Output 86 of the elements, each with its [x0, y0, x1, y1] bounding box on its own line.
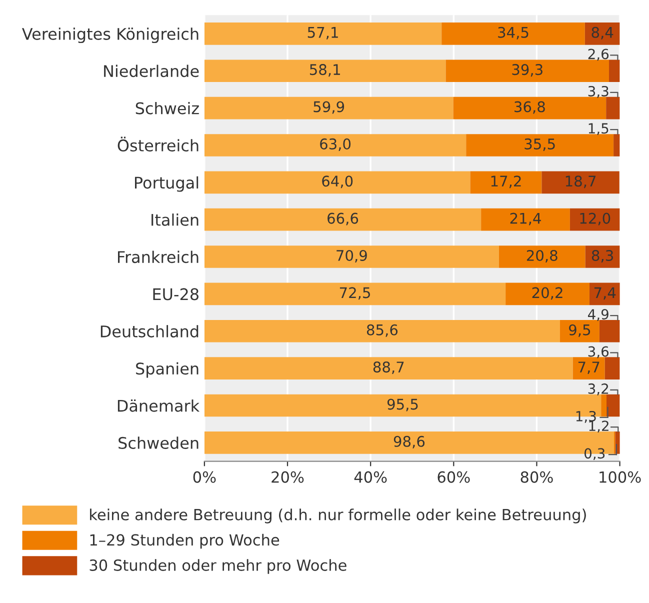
- data-label: 98,6: [394, 436, 425, 448]
- bar: [498, 246, 586, 268]
- bar: [604, 357, 620, 380]
- bar: [204, 282, 506, 306]
- y-tick-label: EU-28: [153, 288, 198, 300]
- bar: [585, 246, 620, 268]
- bar: [442, 22, 585, 45]
- data-label: 57,1: [308, 27, 338, 40]
- data-label: 85,6: [366, 324, 398, 337]
- data-label: 58,1: [310, 64, 340, 77]
- data-label: 3,6: [588, 346, 609, 358]
- bar: [466, 134, 614, 156]
- data-label: 1,2: [589, 420, 608, 433]
- bar: [606, 96, 620, 120]
- y-tick-label: Schweiz: [136, 102, 199, 114]
- data-label: 12,0: [580, 212, 610, 226]
- bar: [204, 60, 446, 82]
- bar: [584, 22, 620, 45]
- data-label: 64,0: [322, 176, 353, 188]
- data-label: 2,6: [588, 48, 609, 61]
- data-label: 9,5: [569, 324, 590, 337]
- bar: [606, 394, 620, 417]
- x-tick-label: 20%: [272, 471, 304, 483]
- bar: [204, 96, 454, 120]
- bar: [204, 357, 573, 380]
- y-tick-label: Deutschland: [100, 325, 198, 338]
- bar: [481, 208, 570, 231]
- data-label: 88,7: [373, 362, 404, 374]
- data-label: 7,7: [578, 362, 600, 374]
- y-tick-label: Portugal: [135, 176, 198, 192]
- data-label: 95,5: [387, 398, 418, 412]
- data-label: 3,2: [588, 383, 608, 396]
- data-label: 21,4: [510, 212, 541, 226]
- bar: [453, 96, 606, 120]
- bar: [204, 208, 482, 231]
- data-label: 4,9: [588, 309, 608, 321]
- data-label: 34,5: [498, 26, 528, 40]
- data-label: 20,8: [526, 250, 558, 262]
- data-label: 72,5: [340, 287, 370, 300]
- data-label: 59,9: [314, 101, 344, 114]
- bar: [599, 320, 620, 342]
- x-tick-label: 100%: [600, 471, 641, 483]
- y-tick-label: Vereinigtes Königreich: [22, 28, 198, 44]
- bar: [542, 171, 620, 194]
- data-label: 3,3: [588, 86, 608, 98]
- bar: [446, 60, 609, 82]
- bar: [204, 246, 499, 268]
- bar: [570, 208, 620, 231]
- y-tick-label: Spanien: [136, 362, 198, 378]
- data-label: 1,5: [588, 123, 608, 136]
- legend-label: 30 Stunden oder mehr pro Woche: [90, 559, 346, 574]
- x-tick-label: 40%: [354, 471, 387, 483]
- y-tick-label: Österreich: [118, 136, 198, 152]
- bar: [204, 134, 466, 156]
- bar: [204, 22, 442, 45]
- data-label: 39,3: [512, 64, 542, 77]
- bar: [560, 320, 600, 342]
- x-tick-label: 0%: [193, 471, 216, 483]
- y-tick-label: Schweden: [118, 436, 198, 449]
- y-tick-label: Italien: [152, 214, 198, 226]
- data-label: 18,7: [566, 176, 596, 188]
- data-label: 35,5: [524, 138, 555, 151]
- data-label: 70,9: [336, 250, 367, 262]
- bar: [601, 394, 607, 417]
- bar: [572, 357, 605, 380]
- data-label: 36,8: [514, 101, 545, 114]
- bar: [204, 171, 470, 194]
- data-label: 8,4: [592, 26, 614, 40]
- data-label: 20,2: [532, 287, 562, 300]
- data-label: 66,6: [328, 212, 358, 226]
- data-label: 17,2: [491, 176, 521, 188]
- bar: [614, 134, 620, 156]
- y-tick-label: Frankreich: [118, 250, 198, 264]
- bar: [608, 60, 620, 82]
- legend-label: 1–29 Stunden pro Woche: [90, 534, 280, 549]
- y-tick-label: Dänemark: [118, 399, 200, 412]
- data-label: 7,4: [594, 287, 616, 300]
- bar: [470, 171, 542, 194]
- legend-label: keine andere Betreuung (d.h. nur formelle oder keine Betreuung): [90, 508, 586, 524]
- bar: [204, 320, 560, 342]
- x-tick-label: 60%: [438, 471, 470, 483]
- x-tick-label: 80%: [520, 471, 553, 483]
- data-label: 63,0: [320, 138, 351, 151]
- y-tick-label: Niederlande: [104, 64, 199, 78]
- data-label: 8,3: [592, 250, 613, 262]
- bar: [506, 282, 590, 306]
